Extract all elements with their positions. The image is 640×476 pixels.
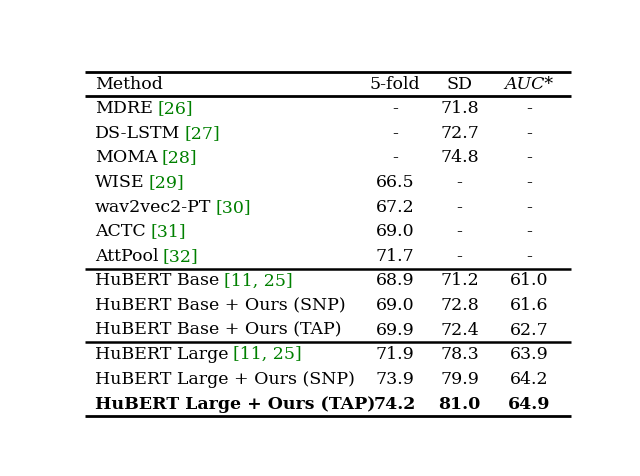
Text: -: -	[392, 149, 398, 167]
Text: 67.2: 67.2	[376, 198, 414, 216]
Text: [26]: [26]	[157, 100, 193, 117]
Text: MOMA: MOMA	[95, 149, 157, 167]
Text: [28]: [28]	[162, 149, 198, 167]
Text: 71.2: 71.2	[440, 272, 479, 289]
Text: HuBERT Base: HuBERT Base	[95, 272, 219, 289]
Text: 81.0: 81.0	[438, 396, 481, 413]
Text: AttPool: AttPool	[95, 248, 158, 265]
Text: DS-LSTM: DS-LSTM	[95, 125, 180, 142]
Text: HuBERT Large: HuBERT Large	[95, 346, 228, 363]
Text: 72.8: 72.8	[440, 297, 479, 314]
Text: 62.7: 62.7	[509, 322, 548, 339]
Text: Method: Method	[95, 76, 163, 93]
Text: HuBERT Base + Ours (SNP): HuBERT Base + Ours (SNP)	[95, 297, 346, 314]
Text: ACTC: ACTC	[95, 223, 146, 240]
Text: -: -	[526, 125, 532, 142]
Text: [27]: [27]	[184, 125, 220, 142]
Text: 69.0: 69.0	[376, 297, 414, 314]
Text: 69.0: 69.0	[376, 223, 414, 240]
Text: [29]: [29]	[149, 174, 184, 191]
Text: SD: SD	[447, 76, 472, 93]
Text: 72.7: 72.7	[440, 125, 479, 142]
Text: 71.7: 71.7	[376, 248, 414, 265]
Text: 63.9: 63.9	[509, 346, 548, 363]
Text: 68.9: 68.9	[376, 272, 414, 289]
Text: 73.9: 73.9	[376, 371, 414, 388]
Text: [32]: [32]	[163, 248, 198, 265]
Text: 79.9: 79.9	[440, 371, 479, 388]
Text: HuBERT Base + Ours (TAP): HuBERT Base + Ours (TAP)	[95, 322, 341, 339]
Text: 71.8: 71.8	[440, 100, 479, 117]
Text: -: -	[526, 223, 532, 240]
Text: -: -	[456, 248, 462, 265]
Text: -: -	[526, 174, 532, 191]
Text: [30]: [30]	[216, 198, 252, 216]
Text: -: -	[526, 198, 532, 216]
Text: [11, 25]: [11, 25]	[233, 346, 301, 363]
Text: 5-fold: 5-fold	[370, 76, 420, 93]
Text: WISE: WISE	[95, 174, 145, 191]
Text: [31]: [31]	[150, 223, 186, 240]
Text: 61.0: 61.0	[509, 272, 548, 289]
Text: HuBERT Large + Ours (SNP): HuBERT Large + Ours (SNP)	[95, 371, 355, 388]
Text: -: -	[456, 174, 462, 191]
Text: HuBERT Large + Ours (TAP): HuBERT Large + Ours (TAP)	[95, 396, 375, 413]
Text: -: -	[392, 100, 398, 117]
Text: -: -	[456, 223, 462, 240]
Text: 71.9: 71.9	[376, 346, 414, 363]
Text: 74.2: 74.2	[374, 396, 416, 413]
Text: 72.4: 72.4	[440, 322, 479, 339]
Text: 66.5: 66.5	[376, 174, 414, 191]
Text: -: -	[456, 198, 462, 216]
Text: 78.3: 78.3	[440, 346, 479, 363]
Text: 64.9: 64.9	[508, 396, 550, 413]
Text: -: -	[526, 100, 532, 117]
Text: AUC*: AUC*	[504, 76, 554, 93]
Text: -: -	[526, 248, 532, 265]
Text: wav2vec2-PT: wav2vec2-PT	[95, 198, 211, 216]
Text: 64.2: 64.2	[509, 371, 548, 388]
Text: 74.8: 74.8	[440, 149, 479, 167]
Text: -: -	[392, 125, 398, 142]
Text: 69.9: 69.9	[376, 322, 414, 339]
Text: MDRE: MDRE	[95, 100, 153, 117]
Text: [11, 25]: [11, 25]	[223, 272, 292, 289]
Text: -: -	[526, 149, 532, 167]
Text: 61.6: 61.6	[509, 297, 548, 314]
